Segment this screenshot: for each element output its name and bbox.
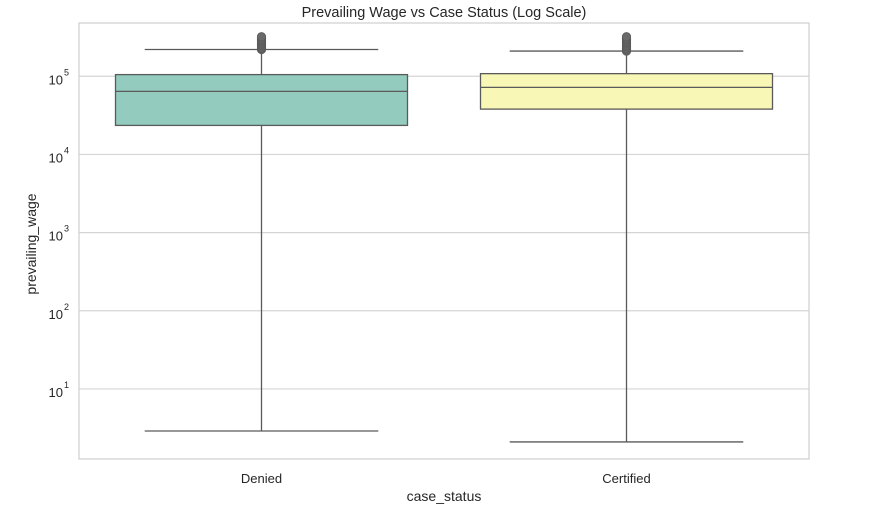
outlier-point <box>256 32 267 42</box>
chart-title: Prevailing Wage vs Case Status (Log Scal… <box>302 5 587 21</box>
x-tick-label: Denied <box>241 471 282 486</box>
boxes <box>114 32 774 443</box>
x-axis-label: case_status <box>407 488 482 504</box>
iqr-box <box>479 72 774 110</box>
y-tick-label: 10 <box>49 307 63 322</box>
y-tick-label: 10 <box>49 150 63 165</box>
y-tick-exponent: 5 <box>64 67 69 77</box>
y-tick-exponent: 3 <box>64 224 69 234</box>
box-denied <box>114 32 409 432</box>
y-tick-label: 10 <box>49 229 63 244</box>
outlier-point <box>621 32 632 42</box>
plot-frame <box>78 22 810 460</box>
y-tick-exponent: 2 <box>64 302 69 312</box>
y-tick-exponent: 4 <box>64 145 69 155</box>
x-tick-label: Certified <box>602 471 650 486</box>
y-tick-exponent: 1 <box>64 380 69 390</box>
iqr-box <box>114 73 409 127</box>
y-tick-label: 10 <box>49 72 63 87</box>
box-certified <box>479 32 774 443</box>
y-tick-label: 10 <box>49 385 63 400</box>
y-axis-label: prevailing_wage <box>23 193 39 294</box>
x-axis-ticks: Denied Certified <box>241 471 651 486</box>
